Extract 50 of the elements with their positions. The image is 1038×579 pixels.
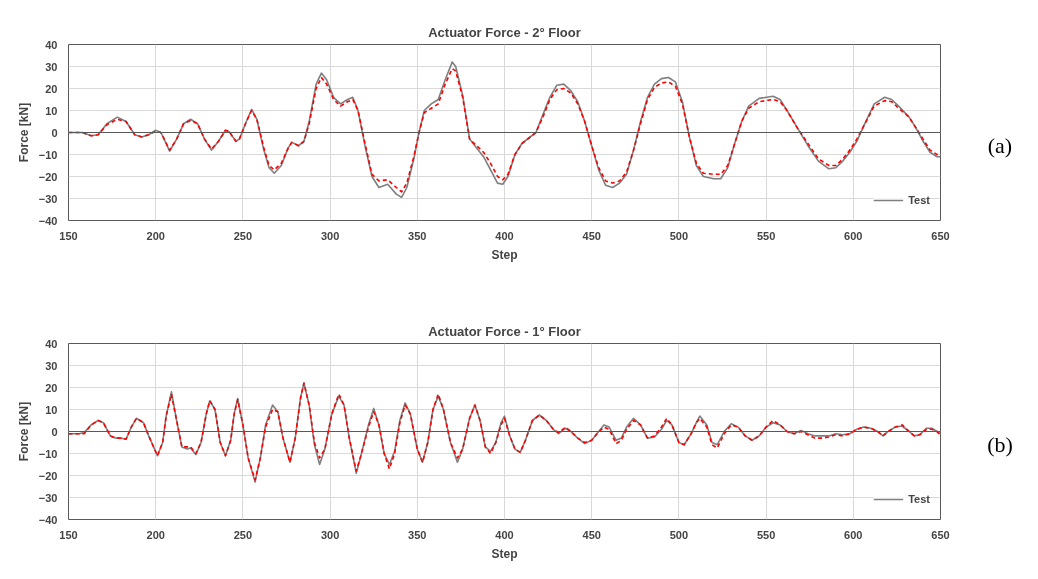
- x-tick-label: 550: [756, 229, 776, 242]
- chart-title: Actuator Force - 1° Floor: [428, 323, 581, 339]
- y-tick-label: −30: [38, 192, 58, 205]
- x-tick-label: 600: [844, 528, 863, 541]
- x-tick-label: 200: [146, 229, 165, 242]
- y-tick-label: 20: [45, 381, 58, 394]
- y-tick-label: 20: [45, 82, 58, 95]
- text: (b): [987, 431, 1013, 459]
- x-tick-label: 300: [320, 229, 340, 242]
- y-tick-label: 0: [51, 126, 58, 139]
- y-axis-title: Force [kN]: [16, 401, 31, 462]
- y-tick-label: 30: [45, 359, 58, 372]
- x-tick-label: 400: [495, 528, 514, 541]
- y-tick-label: −20: [38, 469, 58, 482]
- text: (a): [987, 132, 1013, 160]
- x-tick-label: 350: [408, 528, 427, 541]
- x-tick-label: 250: [233, 229, 253, 242]
- x-tick-label: 500: [669, 229, 689, 242]
- x-tick-label: 250: [233, 528, 253, 541]
- y-axis-title: Force [kN]: [16, 102, 31, 163]
- y-tick-label: 40: [45, 38, 58, 51]
- x-tick-label: 350: [408, 229, 427, 242]
- x-tick-label: 650: [931, 528, 950, 541]
- x-tick-label: 300: [320, 528, 340, 541]
- y-tick-label: 30: [45, 60, 58, 73]
- chart-title: Actuator Force - 2° Floor: [428, 24, 581, 40]
- x-axis-title: Step: [491, 546, 518, 561]
- x-tick-label: 200: [146, 528, 165, 541]
- y-tick-label: 40: [45, 337, 58, 350]
- x-tick-label: 150: [59, 528, 78, 541]
- y-tick-label: 0: [51, 425, 58, 438]
- x-tick-label: 150: [59, 229, 78, 242]
- legend-label: Test: [908, 194, 930, 206]
- x-tick-label: 600: [844, 229, 863, 242]
- y-tick-label: −30: [38, 491, 58, 504]
- y-tick-label: −20: [38, 170, 58, 183]
- x-tick-label: 650: [931, 229, 950, 242]
- x-tick-label: 500: [669, 528, 689, 541]
- y-tick-label: −40: [38, 513, 58, 526]
- x-tick-label: 450: [582, 528, 601, 541]
- legend-label: Test: [908, 493, 930, 505]
- y-tick-label: 10: [45, 403, 58, 416]
- y-tick-label: −10: [38, 447, 58, 460]
- y-tick-label: 10: [45, 104, 58, 117]
- x-tick-label: 550: [756, 528, 776, 541]
- x-axis-title: Step: [491, 247, 518, 262]
- x-tick-label: 400: [495, 229, 514, 242]
- y-tick-label: −40: [38, 214, 58, 227]
- x-tick-label: 450: [582, 229, 601, 242]
- y-tick-label: −10: [38, 148, 58, 161]
